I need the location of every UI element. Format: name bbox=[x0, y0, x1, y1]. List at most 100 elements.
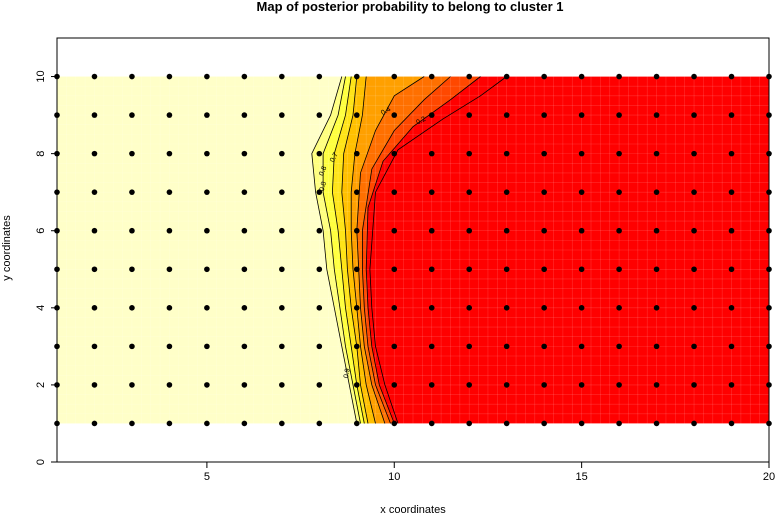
data-point bbox=[503, 189, 510, 195]
data-point bbox=[353, 73, 360, 80]
data-point bbox=[691, 112, 697, 118]
data-point bbox=[391, 343, 398, 350]
data-point bbox=[728, 382, 735, 388]
data-point bbox=[204, 189, 210, 195]
data-point bbox=[279, 343, 285, 350]
data-point bbox=[466, 343, 473, 350]
plot-surface: 0.90.80.70.80.40.2 bbox=[57, 76, 769, 424]
data-point bbox=[728, 420, 735, 427]
data-point bbox=[241, 150, 248, 157]
plot-frame bbox=[56, 37, 770, 463]
data-point bbox=[391, 420, 398, 427]
data-point bbox=[428, 189, 435, 195]
data-point bbox=[353, 343, 360, 350]
y-tick-label: 0 bbox=[35, 459, 47, 465]
data-point bbox=[428, 266, 435, 273]
fill-region-above-0.9 bbox=[57, 76, 357, 424]
data-point bbox=[616, 189, 622, 195]
y-axis-label: y coordinates bbox=[1, 215, 13, 281]
data-point bbox=[503, 112, 510, 118]
data-point bbox=[316, 227, 323, 234]
data-point bbox=[129, 305, 135, 311]
data-point bbox=[353, 150, 360, 157]
data-point bbox=[653, 227, 660, 234]
data-point bbox=[616, 382, 622, 388]
data-point bbox=[503, 73, 510, 80]
contour-label: 0.2 bbox=[415, 116, 427, 127]
data-point bbox=[166, 266, 173, 273]
data-point bbox=[466, 189, 473, 195]
data-point bbox=[204, 150, 210, 157]
data-point bbox=[503, 382, 510, 388]
data-point bbox=[129, 420, 135, 427]
data-point bbox=[279, 112, 285, 118]
contour-label: 0.9 bbox=[343, 368, 352, 379]
data-point bbox=[279, 382, 285, 388]
contour-line-0.3 bbox=[361, 76, 451, 424]
data-point bbox=[616, 73, 622, 80]
data-point bbox=[541, 189, 547, 195]
data-point bbox=[166, 112, 173, 118]
y-tick-label: 2 bbox=[35, 382, 47, 388]
data-point bbox=[353, 266, 360, 273]
contour-lines-layer bbox=[311, 76, 507, 424]
data-points-layer bbox=[54, 73, 772, 427]
data-point bbox=[204, 343, 210, 350]
y-tick-label: 4 bbox=[35, 305, 47, 311]
x-tick-label: 5 bbox=[204, 471, 210, 483]
data-point bbox=[691, 382, 697, 388]
data-point bbox=[541, 266, 547, 273]
y-tick-label: 6 bbox=[35, 228, 47, 234]
data-point bbox=[241, 112, 248, 118]
data-point bbox=[129, 73, 135, 80]
data-point bbox=[241, 382, 248, 388]
contour-label: 0.4 bbox=[380, 106, 392, 117]
x-tick-label: 10 bbox=[388, 471, 400, 483]
data-point bbox=[466, 420, 473, 427]
data-point bbox=[616, 150, 622, 157]
data-point bbox=[653, 382, 660, 388]
data-point bbox=[541, 150, 547, 157]
data-point bbox=[316, 305, 323, 311]
data-point bbox=[129, 150, 135, 157]
data-point bbox=[541, 420, 547, 427]
data-point bbox=[691, 189, 697, 195]
data-point bbox=[466, 266, 473, 273]
data-point bbox=[728, 112, 735, 118]
data-point bbox=[428, 305, 435, 311]
data-point bbox=[691, 73, 697, 80]
data-point bbox=[541, 73, 547, 80]
data-point bbox=[91, 73, 98, 80]
contour-line-0.1 bbox=[369, 76, 507, 424]
data-point bbox=[316, 150, 323, 157]
data-point bbox=[728, 189, 735, 195]
data-point bbox=[541, 112, 547, 118]
data-point bbox=[428, 150, 435, 157]
data-point bbox=[466, 150, 473, 157]
data-point bbox=[91, 150, 98, 157]
raster-grid-layer bbox=[57, 76, 769, 424]
data-point bbox=[691, 266, 697, 273]
data-point bbox=[316, 112, 323, 118]
data-point bbox=[353, 112, 360, 118]
data-point bbox=[728, 305, 735, 311]
data-point bbox=[316, 382, 323, 388]
x-tick-label: 15 bbox=[576, 471, 588, 483]
data-point bbox=[728, 343, 735, 350]
data-point bbox=[578, 112, 585, 118]
data-point bbox=[466, 227, 473, 234]
data-point bbox=[466, 73, 473, 80]
data-point bbox=[279, 266, 285, 273]
data-point bbox=[279, 150, 285, 157]
data-point bbox=[728, 73, 735, 80]
contour-labels-layer: 0.90.80.70.80.40.2 bbox=[318, 106, 427, 379]
chart-title: Map of posterior probability to belong t… bbox=[257, 0, 564, 14]
data-point bbox=[391, 112, 398, 118]
x-axis-label: x coordinates bbox=[380, 504, 446, 516]
data-point bbox=[279, 227, 285, 234]
data-point bbox=[578, 227, 585, 234]
data-point bbox=[616, 112, 622, 118]
data-point bbox=[204, 420, 210, 427]
contour-line-0.9 bbox=[311, 76, 358, 424]
